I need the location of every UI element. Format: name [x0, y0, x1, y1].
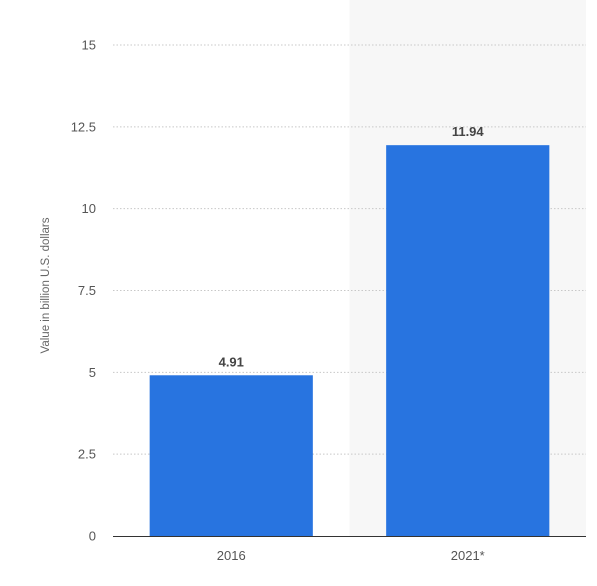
x-tick-label: 2016: [217, 548, 246, 563]
y-tick-label: 7.5: [78, 283, 96, 298]
y-axis-label: Value in billion U.S. dollars: [40, 217, 52, 353]
y-tick-label: 15: [82, 38, 96, 53]
bars: 4.91 11.94: [149, 124, 550, 536]
x-tick-label: 2021*: [451, 548, 485, 563]
bar: [386, 145, 550, 536]
y-axis-ticks: 0 2.5 5 7.5 10 12.5 15: [71, 38, 96, 544]
data-label: 11.94: [452, 124, 485, 139]
y-tick-label: 12.5: [71, 119, 96, 134]
bar: [149, 375, 313, 536]
y-tick-label: 2.5: [78, 447, 96, 462]
y-tick-label: 0: [89, 529, 96, 544]
data-label: 4.91: [219, 354, 244, 369]
y-tick-label: 10: [82, 201, 96, 216]
x-axis-ticks: 2016 2021*: [217, 548, 485, 563]
y-tick-label: 5: [89, 365, 96, 380]
